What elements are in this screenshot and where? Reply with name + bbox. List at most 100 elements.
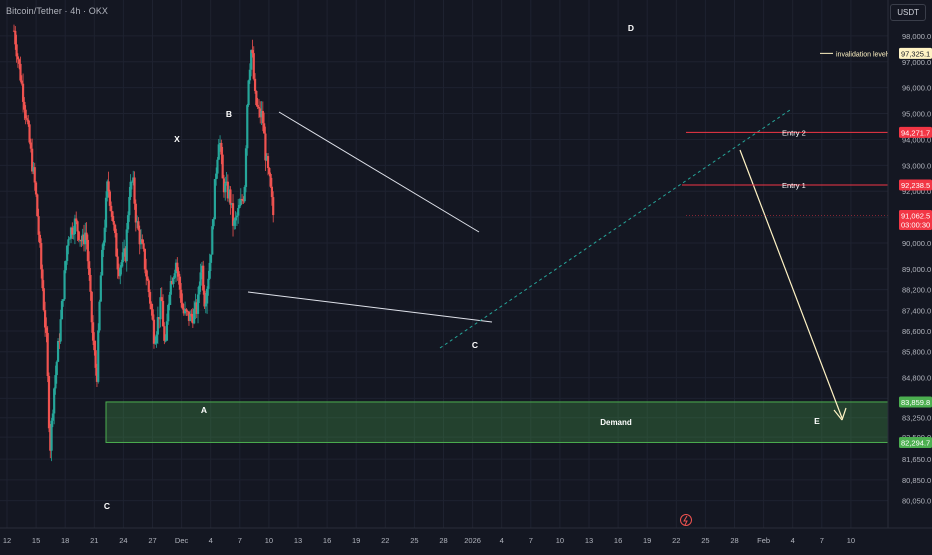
candle-body	[200, 265, 204, 273]
candle-body	[23, 101, 26, 110]
candle-body	[178, 276, 181, 290]
candle-body	[97, 330, 100, 382]
candle-body	[225, 181, 228, 184]
candle-body	[77, 231, 80, 241]
candle-body	[239, 198, 242, 205]
currency-button[interactable]: USDT	[890, 4, 926, 21]
wave-label-c: C	[104, 501, 110, 511]
candle-body	[45, 327, 48, 333]
candle-body	[24, 109, 27, 119]
candle-body	[215, 173, 218, 180]
candle-body	[62, 299, 65, 302]
x-tick-label: 13	[585, 536, 593, 545]
candle-body	[221, 154, 224, 179]
candle-body	[194, 302, 197, 310]
price-tag-demand_top	[899, 396, 932, 408]
candle-body	[244, 148, 248, 187]
x-tick-label: 28	[439, 536, 447, 545]
candle-body	[220, 142, 223, 155]
candle-body	[138, 229, 141, 245]
price-axis-background	[888, 0, 932, 550]
candle-body	[90, 291, 93, 323]
triangle-lower-line	[247, 291, 493, 323]
candle-body	[46, 332, 49, 377]
candle-body	[80, 239, 83, 242]
y-tick-label: 90,000.0	[902, 239, 931, 248]
candle-body	[51, 413, 54, 421]
candle-body	[256, 105, 259, 107]
candle-body	[38, 234, 42, 244]
candle-body	[49, 428, 52, 451]
candle-body	[139, 239, 143, 245]
price-tag-text: 83,859.8	[901, 398, 930, 407]
candle-body	[53, 388, 56, 414]
candle-body	[248, 69, 251, 81]
candle-body	[76, 221, 79, 232]
candle-body	[231, 203, 235, 226]
candle-body	[255, 91, 258, 106]
candle-body	[180, 289, 183, 303]
candle-body	[187, 311, 191, 321]
candle-body	[68, 238, 71, 240]
candle-body	[191, 316, 194, 324]
candle-body	[168, 294, 171, 305]
candle-body	[206, 288, 209, 304]
candle-body	[261, 110, 264, 124]
candle-body	[111, 211, 114, 222]
candle-body	[25, 118, 29, 120]
candle-body	[230, 203, 233, 205]
candle-body	[107, 181, 110, 192]
candle-body	[150, 303, 153, 310]
candle-body	[84, 232, 87, 245]
candle-body	[82, 234, 86, 245]
candle-body	[154, 343, 157, 344]
candle-body	[64, 260, 67, 271]
price-tag-entry1	[899, 179, 932, 191]
x-tick-label: 15	[32, 536, 40, 545]
candle-body	[193, 309, 196, 324]
y-tick-label: 94,000.0	[902, 135, 931, 144]
candle-body	[212, 219, 215, 227]
candle-body	[19, 63, 22, 81]
candle-body	[33, 167, 36, 183]
candle-body	[264, 133, 267, 161]
candle-body	[177, 271, 180, 277]
x-tick-label: Dec	[175, 536, 189, 545]
candle-body	[222, 178, 226, 193]
y-tick-label: 81,650.0	[902, 455, 931, 464]
candle-body	[252, 53, 255, 79]
candle-body	[69, 227, 73, 239]
candle-body	[123, 248, 126, 253]
candle-body	[142, 243, 145, 249]
x-tick-label: 27	[148, 536, 156, 545]
candle-body	[185, 309, 188, 312]
x-tick-label: 25	[410, 536, 418, 545]
candle-body	[146, 276, 149, 281]
candle-body	[246, 105, 249, 149]
candle-body	[137, 221, 140, 230]
candle-body	[32, 167, 35, 172]
candle-body	[265, 156, 268, 161]
candle-body	[58, 341, 61, 342]
candle-body	[266, 156, 270, 169]
y-tick-label: 97,000.0	[902, 58, 931, 67]
x-tick-label: 7	[820, 536, 824, 545]
candle-body	[99, 275, 102, 302]
candle-body	[181, 302, 184, 309]
candle-body	[233, 220, 236, 226]
triangle-upper-line	[278, 111, 480, 233]
candle-body	[133, 177, 136, 204]
candle-body	[199, 272, 202, 286]
candle-body	[196, 294, 200, 314]
x-tick-label: 10	[556, 536, 564, 545]
time-axis: 12 15 18 21 24 27 Dec 4 7 10 13 16 19 22 25 28 2026 4 7 10 1…	[0, 527, 932, 545]
trend-lines	[247, 109, 847, 421]
y-tick-label: 96,000.0	[902, 84, 931, 93]
candle-body	[152, 319, 156, 344]
candle-body	[115, 233, 118, 257]
y-tick-label: 80,050.0	[902, 497, 931, 506]
x-tick-label: 22	[381, 536, 389, 545]
candle-body	[172, 277, 175, 284]
